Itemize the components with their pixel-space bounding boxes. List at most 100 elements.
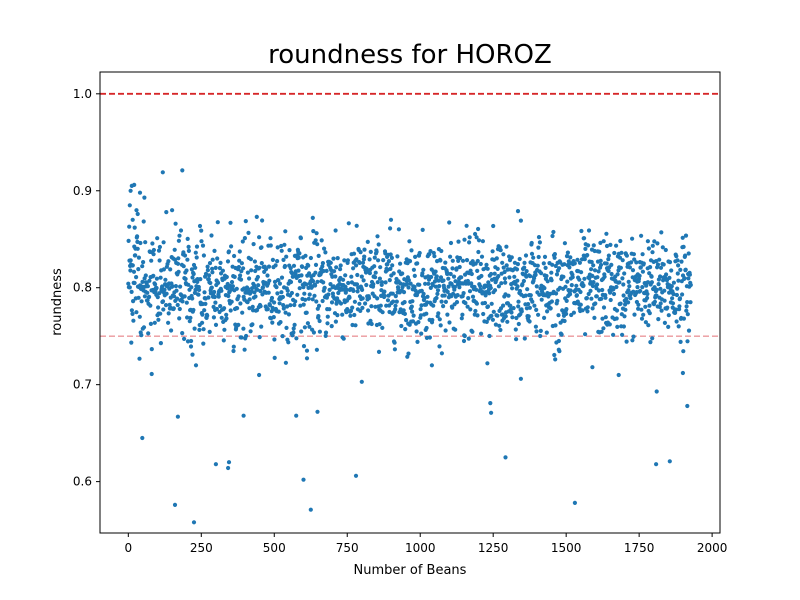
- data-point: [512, 275, 516, 279]
- data-point: [236, 323, 240, 327]
- data-point: [394, 294, 398, 298]
- data-point: [367, 296, 371, 300]
- data-point: [489, 411, 493, 415]
- data-point: [377, 242, 381, 246]
- data-point: [339, 301, 343, 305]
- data-point: [352, 252, 356, 256]
- data-point: [534, 329, 538, 333]
- data-point: [582, 277, 586, 281]
- data-point: [351, 289, 355, 293]
- data-point: [526, 302, 530, 306]
- data-point: [184, 268, 188, 272]
- data-point: [634, 260, 638, 264]
- data-point: [640, 317, 644, 321]
- data-point: [326, 315, 330, 319]
- data-point: [295, 293, 299, 297]
- data-point: [438, 258, 442, 262]
- data-point: [167, 311, 171, 315]
- data-point: [302, 303, 306, 307]
- data-point: [528, 306, 532, 310]
- data-point: [226, 294, 230, 298]
- data-point: [657, 282, 661, 286]
- data-point: [299, 273, 303, 277]
- data-point: [557, 266, 561, 270]
- data-point: [158, 245, 162, 249]
- data-point: [555, 299, 559, 303]
- data-point: [632, 252, 636, 256]
- data-point: [602, 305, 606, 309]
- data-point: [216, 281, 220, 285]
- data-point: [392, 271, 396, 275]
- data-point: [604, 315, 608, 319]
- data-point: [184, 277, 188, 281]
- data-point: [438, 317, 442, 321]
- data-point: [555, 272, 559, 276]
- data-point: [451, 259, 455, 263]
- data-point: [334, 265, 338, 269]
- data-point: [424, 312, 428, 316]
- data-point: [406, 285, 410, 289]
- data-point: [194, 251, 198, 255]
- data-point: [129, 258, 133, 262]
- data-point: [497, 324, 501, 328]
- data-point: [266, 307, 270, 311]
- data-point: [226, 466, 230, 470]
- data-point: [308, 292, 312, 296]
- data-point: [679, 260, 683, 264]
- data-point: [430, 363, 434, 367]
- data-point: [607, 269, 611, 273]
- data-point: [188, 316, 192, 320]
- data-point: [205, 314, 209, 318]
- data-point: [419, 332, 423, 336]
- data-point: [550, 263, 554, 267]
- y-tick-label: 0.6: [73, 475, 92, 489]
- data-point: [412, 314, 416, 318]
- data-point: [278, 320, 282, 324]
- data-point: [240, 335, 244, 339]
- data-point: [553, 256, 557, 260]
- data-point: [140, 436, 144, 440]
- data-point: [366, 240, 370, 244]
- data-point: [678, 268, 682, 272]
- data-point: [281, 258, 285, 262]
- data-point: [437, 344, 441, 348]
- data-point: [607, 254, 611, 258]
- data-point: [682, 245, 686, 249]
- x-tick-label: 1000: [405, 541, 436, 555]
- data-point: [563, 241, 567, 245]
- data-point: [155, 277, 159, 281]
- data-point: [602, 239, 606, 243]
- data-point: [522, 279, 526, 283]
- data-point: [202, 253, 206, 257]
- data-point: [684, 268, 688, 272]
- data-point: [142, 325, 146, 329]
- data-point: [444, 300, 448, 304]
- data-point: [648, 340, 652, 344]
- data-point: [681, 349, 685, 353]
- data-point: [688, 273, 692, 277]
- data-point: [164, 303, 168, 307]
- data-point: [298, 279, 302, 283]
- data-point: [655, 241, 659, 245]
- data-point: [329, 261, 333, 265]
- data-point: [219, 289, 223, 293]
- data-point: [609, 298, 613, 302]
- data-point: [546, 279, 550, 283]
- y-tick-label: 1.0: [73, 87, 92, 101]
- data-point: [307, 297, 311, 301]
- data-point: [686, 312, 690, 316]
- data-point: [189, 339, 193, 343]
- data-point: [172, 306, 176, 310]
- data-point: [313, 271, 317, 275]
- data-point: [368, 257, 372, 261]
- data-point: [382, 290, 386, 294]
- data-point: [466, 296, 470, 300]
- data-point: [592, 243, 596, 247]
- data-point: [272, 337, 276, 341]
- data-point: [133, 281, 137, 285]
- data-point: [449, 241, 453, 245]
- data-point: [647, 304, 651, 308]
- data-point: [330, 300, 334, 304]
- data-point: [168, 267, 172, 271]
- data-point: [429, 275, 433, 279]
